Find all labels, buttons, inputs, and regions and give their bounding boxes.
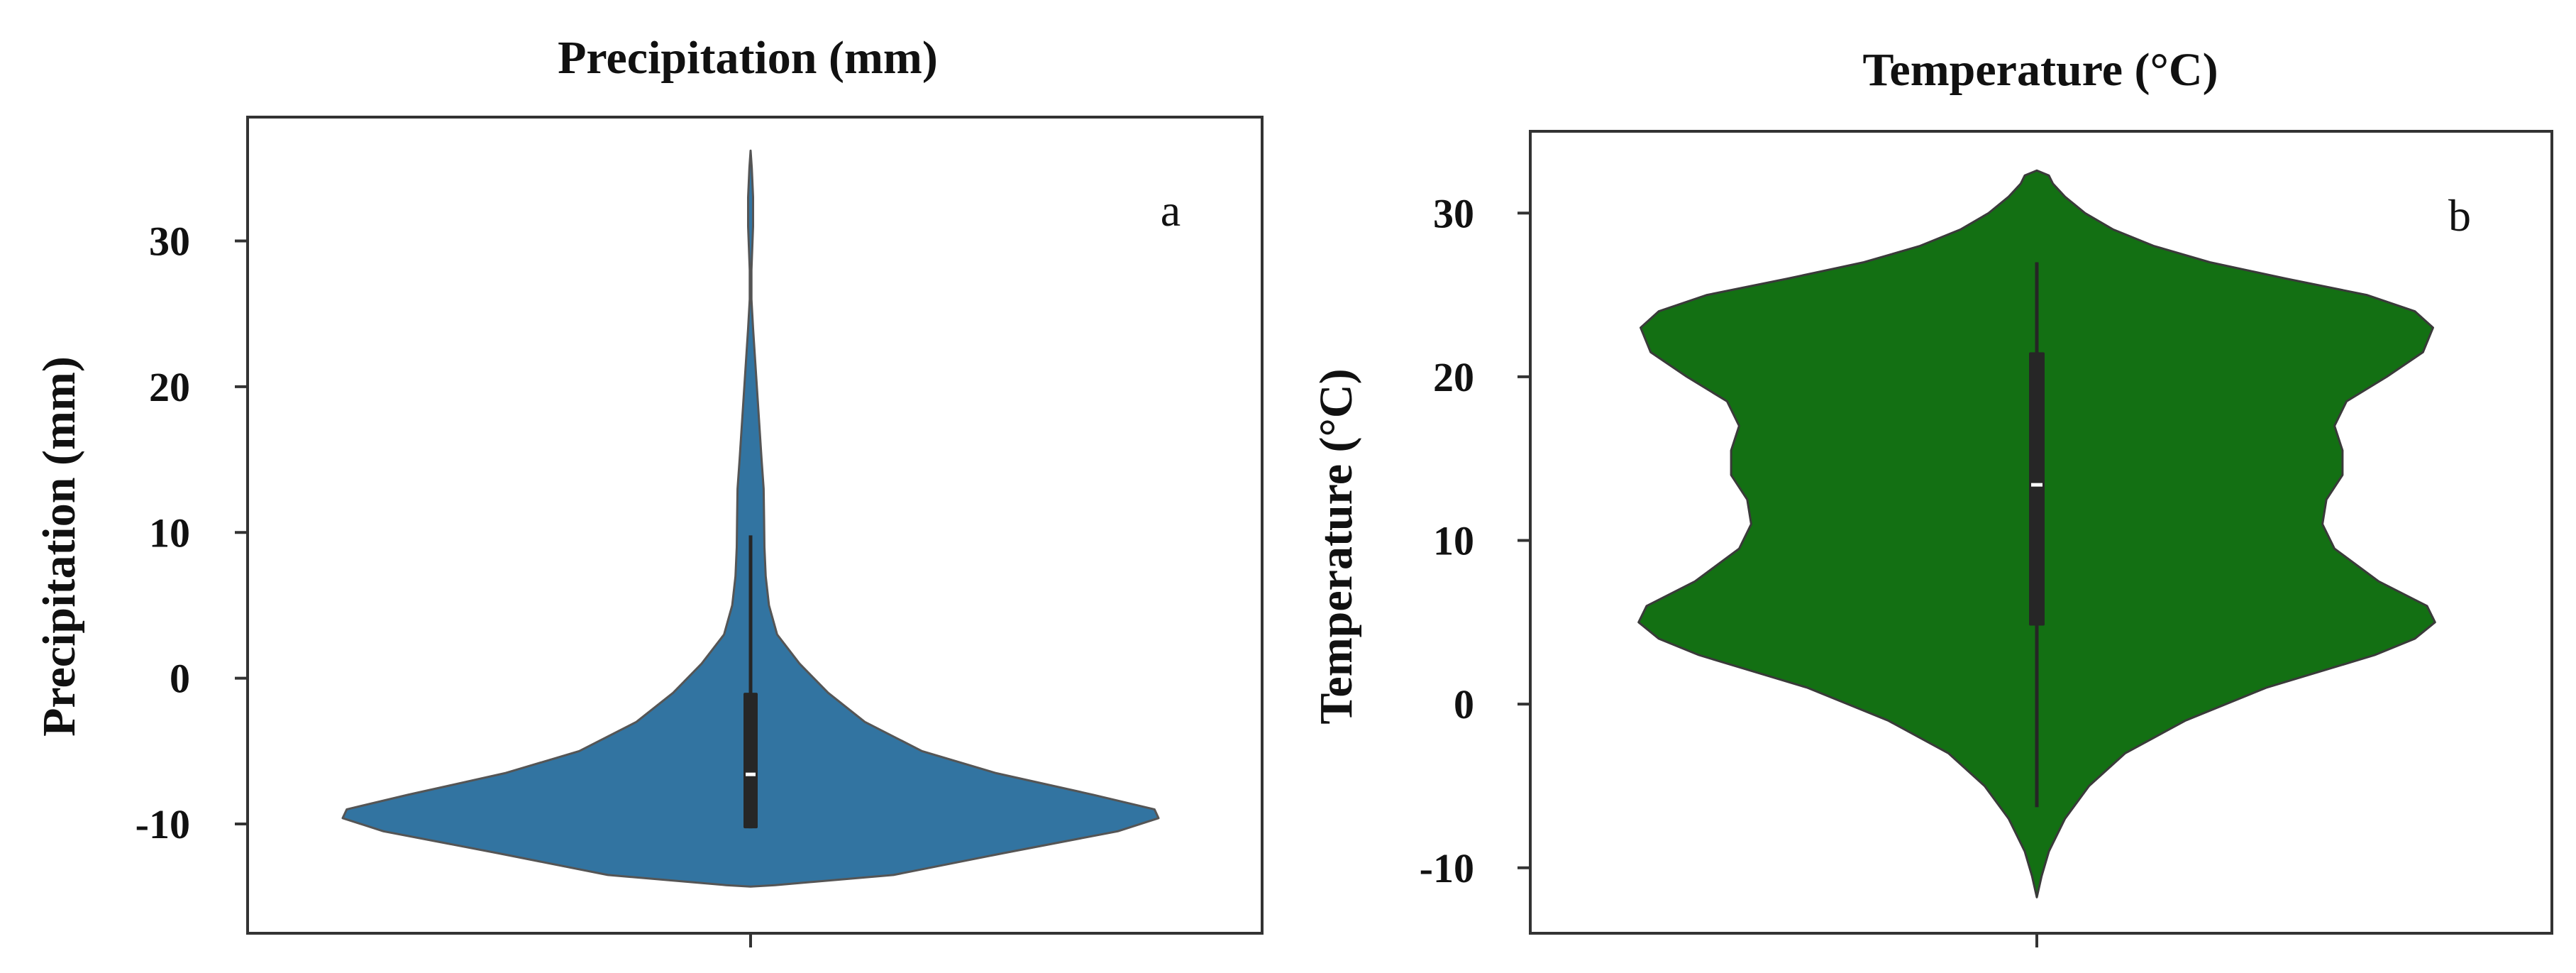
panel-a-yticks: -10 0 10 20 30: [136, 219, 248, 847]
panel-a-iqr-box: [743, 693, 758, 829]
panel-b-title: Temperature (°C): [1862, 44, 2218, 96]
panel-a-ytick-label: 20: [149, 364, 190, 410]
panel-a-violin: [341, 149, 1160, 888]
panel-b-yticks: -10 0 10 20 30: [1420, 190, 1530, 891]
panel-a-ytick-label: 10: [149, 510, 190, 556]
panel-b-ytick-label: 20: [1433, 354, 1474, 400]
panel-b: Temperature (°C) -10 0 10 20 30 Temperature …: [1310, 44, 2553, 947]
panel-a-ytick-label: -10: [136, 801, 190, 847]
panel-b-letter: b: [2448, 190, 2471, 241]
panel-b-ytick-label: 10: [1433, 518, 1474, 564]
panel-b-frame: [1529, 130, 2553, 935]
panel-a: Precipitation (mm) -10 0 10 20 30 Precipitat…: [33, 32, 1264, 947]
panel-b-ylabel: Temperature (°C): [1310, 368, 1362, 724]
panel-b-ytick-label: 0: [1454, 681, 1474, 727]
panel-a-violin-body: [341, 149, 1160, 888]
panel-b-iqr-box: [2029, 352, 2045, 626]
panel-a-ytick-label: 30: [149, 219, 190, 265]
panel-a-letter: a: [1161, 185, 1181, 236]
panel-b-ytick-label: -10: [1420, 845, 1474, 891]
panel-a-frame: [246, 116, 1264, 935]
panel-b-box: [2029, 262, 2045, 808]
panel-a-box: [743, 535, 758, 829]
panel-a-ylabel: Precipitation (mm): [33, 356, 85, 737]
panel-a-title: Precipitation (mm): [558, 32, 938, 84]
panel-a-ytick-label: 0: [170, 656, 190, 702]
panel-b-ytick-label: 30: [1433, 190, 1474, 236]
